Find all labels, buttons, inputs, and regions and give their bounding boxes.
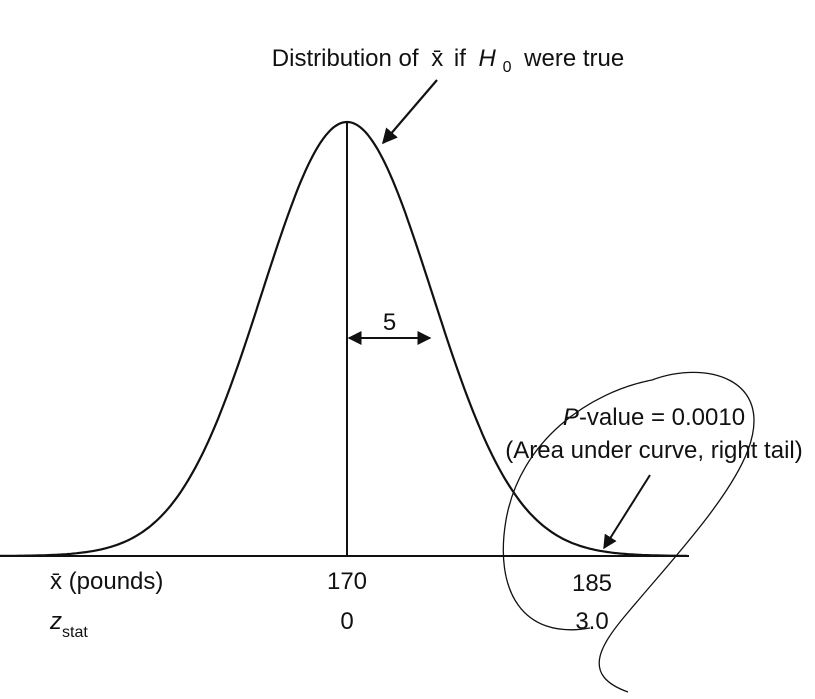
pvalue-text: -value = 0.0010 [579,404,745,431]
pvalue-note: (Area under curve, right tail) [505,437,802,464]
x-tick-label: 170 [327,568,367,595]
pvalue-pointer-arrow [603,474,651,550]
curve-title-h: H [479,45,497,72]
x-axis-label: x̄ (pounds) [50,568,163,595]
normal-curve [0,120,688,557]
z-tick-label: 0 [340,608,353,635]
pvalue-label: P-value = 0.0010 [563,404,745,431]
curve-title-h-subscript: 0 [503,59,512,76]
curve-title-suffix: were true [523,45,624,72]
curve-title-pointer-arrow [381,79,438,145]
curve-title-symbol: x̄ [431,45,443,72]
curve-title-prefix: Distribution of [272,45,419,72]
curve-title: Distribution of x̄ if H 0 were true [272,45,624,78]
z-tick-label: 3.0 [575,608,608,635]
pvalue-p-symbol: P [563,404,579,431]
curve-title-mid: if [454,45,466,72]
z-axis-label: zstat [49,608,88,641]
x-tick-label: 185 [572,570,612,597]
z-axis-subscript: stat [62,624,88,641]
hand-drawn-loop [502,371,755,693]
standard-error-label: 5 [383,309,396,336]
z-axis-symbol: z [49,608,62,635]
